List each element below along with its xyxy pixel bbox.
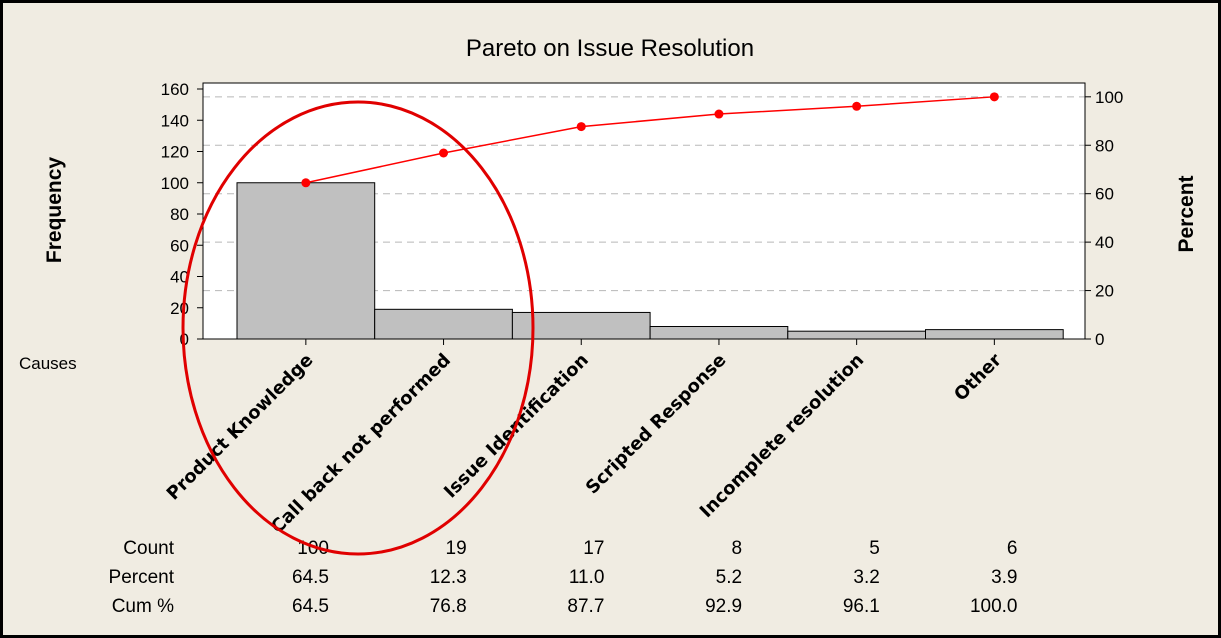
- cumulative-point: [439, 148, 449, 158]
- table-cell: 100.0: [970, 596, 1018, 617]
- table-cell: 3.2: [853, 567, 879, 588]
- y-tick-label: 80: [170, 205, 189, 224]
- table-row-label: Percent: [109, 567, 175, 588]
- pareto-chart: Pareto on Issue Resolution Frequency Per…: [19, 35, 1198, 617]
- table-cell: 92.9: [705, 596, 742, 617]
- bar: [374, 308, 513, 340]
- y2-tick-label: 0: [1095, 330, 1104, 349]
- y2-axis-ticks: 0 20 40 60 80 100: [1085, 88, 1123, 349]
- table-cell: 17: [583, 538, 604, 559]
- category-label: Other: [950, 350, 1006, 406]
- category-label: Incomplete resolution: [696, 350, 868, 522]
- y2-tick-label: 40: [1095, 233, 1114, 252]
- cumulative-point: [989, 92, 999, 102]
- cumulative-point: [852, 101, 862, 111]
- table-cell: 96.1: [843, 596, 880, 617]
- y-tick-label: 120: [161, 143, 189, 162]
- table-cell: 3.9: [991, 567, 1017, 588]
- y2-axis-title: Percent: [1175, 175, 1198, 252]
- y-tick-label: 60: [170, 236, 189, 255]
- bars: [236, 182, 1064, 340]
- chart-title: Pareto on Issue Resolution: [466, 35, 754, 62]
- table-cell: 76.8: [430, 596, 467, 617]
- table-cell: 64.5: [292, 596, 329, 617]
- table-cell: 64.5: [292, 567, 329, 588]
- y-tick-label: 140: [161, 111, 189, 130]
- bar: [925, 329, 1064, 340]
- cumulative-point: [576, 122, 586, 132]
- cumulative-point: [301, 178, 311, 188]
- bar: [649, 326, 789, 340]
- table-cell: 19: [446, 538, 467, 559]
- y2-tick-label: 60: [1095, 185, 1114, 204]
- highlight-ellipse: [181, 100, 535, 556]
- table-cell: 6: [1007, 538, 1018, 559]
- table-cell: 12.3: [430, 567, 467, 588]
- bar: [787, 330, 926, 340]
- bar: [511, 311, 651, 340]
- plot-border: [202, 82, 1086, 340]
- table-cell: 8: [732, 538, 743, 559]
- categories-label: Causes: [19, 354, 77, 373]
- y2-tick-label: 20: [1095, 282, 1114, 301]
- table-cell: 87.7: [567, 596, 604, 617]
- table-cell: 5.2: [716, 567, 742, 588]
- y-axis-title: Frequency: [43, 157, 66, 264]
- y2-tick-label: 100: [1095, 88, 1123, 107]
- y-tick-label: 20: [170, 299, 189, 318]
- cumulative-line-path: [305, 96, 995, 184]
- table-row-label: Count: [123, 538, 174, 559]
- bar: [236, 182, 376, 340]
- cumulative-line: [301, 92, 999, 188]
- y-tick-label: 100: [161, 174, 189, 193]
- table-cell: 11.0: [569, 567, 605, 588]
- y2-tick-label: 80: [1095, 136, 1114, 155]
- y-tick-label: 40: [170, 268, 189, 287]
- table-cell: 5: [869, 538, 880, 559]
- table-row-label: Cum %: [112, 596, 174, 617]
- category-label: Scripted Response: [582, 350, 731, 499]
- y-tick-label: 160: [161, 80, 189, 99]
- cumulative-point: [714, 109, 724, 119]
